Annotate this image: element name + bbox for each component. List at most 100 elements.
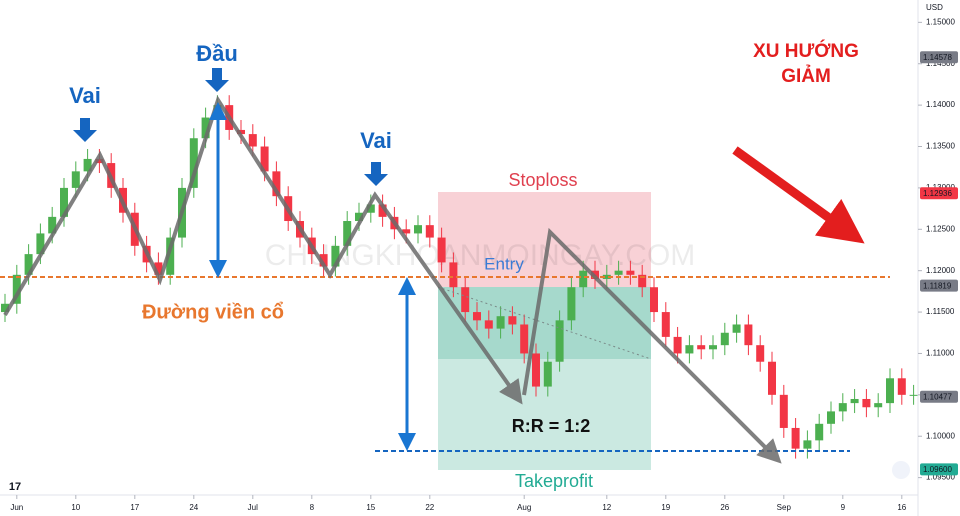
candle-body	[331, 245, 340, 267]
candle-body	[366, 204, 375, 213]
price-tag-label: 1.12936	[923, 189, 952, 198]
candle-body	[638, 274, 647, 288]
candle-body	[673, 336, 682, 354]
candle-body	[154, 262, 163, 275]
annotation-label: Vai	[69, 83, 101, 108]
x-tick-label: Jun	[10, 503, 23, 512]
candle-body	[248, 134, 257, 147]
price-tag-label: 1.11819	[923, 281, 952, 290]
candle-body	[803, 440, 812, 449]
candle-body	[838, 403, 847, 412]
candle-body	[614, 270, 623, 275]
candle-body	[24, 254, 33, 275]
candle-body	[461, 287, 470, 313]
candle-body	[414, 225, 422, 234]
trend-arrow	[732, 146, 865, 244]
x-tick-label: 17	[130, 503, 139, 512]
price-tag	[920, 463, 958, 476]
x-tick-label: Sep	[777, 503, 792, 512]
candle-body	[768, 361, 776, 395]
annotation-label: XU HƯỚNG	[753, 40, 859, 62]
candle-body	[166, 237, 175, 275]
candle-body	[626, 270, 635, 275]
candle-body	[95, 158, 104, 164]
candle-body	[260, 146, 269, 172]
x-tick-label: 10	[71, 503, 80, 512]
candle-body	[48, 216, 57, 234]
candle-body	[237, 129, 245, 135]
x-tick-label: 8	[310, 503, 315, 512]
annotation-label: Đầu	[196, 41, 238, 66]
candle-body	[425, 225, 434, 238]
candle-body	[815, 423, 824, 441]
x-tick-label: 26	[720, 503, 729, 512]
annotation-label: Takeprofit	[515, 471, 593, 491]
candle-body	[449, 262, 458, 288]
candle-body	[355, 212, 363, 222]
candle-body	[496, 316, 505, 329]
candle-body	[473, 312, 481, 321]
candle-body	[12, 274, 21, 304]
x-tick-label: 15	[366, 503, 375, 512]
candle-body	[60, 187, 68, 217]
price-tag	[920, 279, 958, 292]
candle-body	[319, 254, 328, 267]
annotation-label: GIẢM	[781, 65, 831, 87]
candle-body	[850, 398, 859, 404]
candle-body	[685, 345, 694, 354]
candle-body	[756, 345, 765, 362]
candle-body	[402, 229, 411, 234]
y-tick-label: 1.12500	[926, 224, 955, 233]
y-tick-label: 1.14000	[926, 100, 955, 109]
price-tag	[920, 390, 958, 403]
candle-body	[83, 158, 92, 172]
x-tick-label: 19	[661, 503, 670, 512]
candle-body	[508, 316, 517, 325]
candle-body	[602, 274, 611, 279]
down-arrow-icon	[364, 162, 388, 186]
candle-body	[897, 378, 906, 395]
projection-zigzag	[522, 227, 782, 464]
price-tag-label: 1.14578	[923, 53, 952, 62]
candle-body	[201, 117, 210, 139]
candle-body	[272, 171, 281, 197]
x-tick-label: Aug	[517, 503, 531, 512]
candle-body	[343, 221, 352, 246]
candle-body	[543, 361, 552, 387]
x-tick-label: 9	[841, 503, 846, 512]
candle-body	[532, 353, 540, 387]
y-tick-label: 1.13500	[926, 142, 955, 151]
x-tick-label: 16	[897, 503, 906, 512]
candle-body	[697, 345, 706, 350]
y-tick-label: 1.11000	[926, 349, 955, 358]
x-tick-label: 24	[189, 503, 198, 512]
y-tick-label: 1.10000	[926, 431, 955, 440]
scroll-button[interactable]	[892, 461, 910, 479]
price-tag-label: 1.10477	[923, 392, 952, 401]
x-tick-label: 22	[425, 503, 434, 512]
candle-body	[791, 427, 800, 449]
y-tick-label: 1.14500	[926, 59, 955, 68]
candle-body	[189, 138, 198, 188]
annotation-label: Entry	[484, 254, 524, 273]
currency-label: USD	[926, 3, 943, 12]
candle-body	[520, 324, 529, 354]
candle-body	[661, 312, 670, 337]
candle-body	[555, 320, 564, 362]
candle-body	[732, 324, 741, 333]
annotation-label: Đường viền cổ	[142, 301, 284, 323]
candle-body	[862, 398, 871, 408]
candle-body	[827, 411, 835, 424]
candle-body	[484, 320, 493, 329]
candle-body	[720, 332, 729, 346]
candle-body	[71, 171, 80, 188]
candle-body	[567, 287, 576, 321]
down-arrow-icon	[205, 68, 229, 92]
candle-body	[744, 324, 753, 346]
y-tick-label: 1.15000	[926, 17, 955, 26]
candle-body	[874, 403, 883, 408]
candle-body	[909, 394, 918, 396]
annotations: Vai Đầu Vai Đường viền cổ Stoploss Entry…	[0, 40, 890, 491]
x-tick-label: Jul	[248, 503, 258, 512]
